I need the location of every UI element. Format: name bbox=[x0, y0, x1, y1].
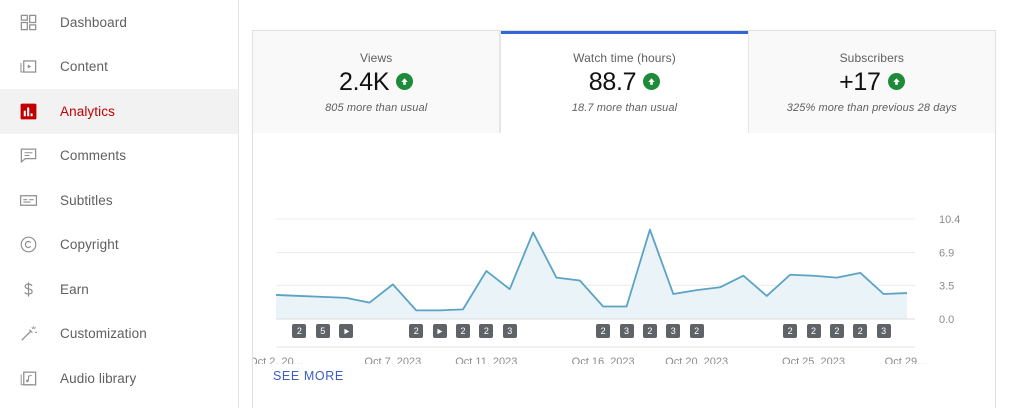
y-axis-tick: 6.9 bbox=[939, 248, 954, 260]
content-play-icon bbox=[16, 55, 40, 79]
metric-subtext: 325% more than previous 28 days bbox=[786, 101, 957, 114]
y-axis-tick: 0.0 bbox=[939, 314, 954, 326]
sidebar-item-content[interactable]: Content bbox=[0, 45, 238, 90]
video-count-badge[interactable]: 2 bbox=[689, 324, 704, 338]
sidebar-item-label: Copyright bbox=[60, 237, 119, 253]
watch-time-chart: 0.0 3.5 6.9 10.4 Oct 2, 20... Oct 7, 2023 Oct … bbox=[253, 134, 995, 364]
arrow-up-icon bbox=[643, 73, 661, 90]
sidebar-item-copyright[interactable]: Copyright bbox=[0, 223, 238, 268]
metric-value: 2.4K bbox=[339, 67, 390, 96]
metric-subtext: 18.7 more than usual bbox=[571, 101, 678, 114]
metric-value-row: +17 bbox=[839, 67, 905, 97]
tab-subscribers[interactable]: Subscribers +17 325% more than previous … bbox=[748, 31, 995, 133]
video-count-badge[interactable]: 2 bbox=[806, 324, 821, 338]
metric-value: 88.7 bbox=[588, 67, 637, 96]
video-count-badge[interactable]: 2 bbox=[642, 324, 657, 338]
sidebar-item-label: Subtitles bbox=[60, 192, 113, 208]
copyright-icon bbox=[16, 233, 40, 257]
dashboard-icon bbox=[16, 10, 40, 34]
video-count-badge[interactable]: 3 bbox=[666, 324, 681, 338]
analytics-overview-card: Views 2.4K 805 more than usual Watch tim… bbox=[252, 30, 996, 408]
video-count-badge[interactable]: 2 bbox=[479, 324, 494, 338]
tab-watch-time[interactable]: Watch time (hours) 88.7 18.7 more than u… bbox=[500, 31, 749, 133]
video-count-badge[interactable]: 5 bbox=[315, 324, 330, 338]
video-count-badge[interactable]: 2 bbox=[596, 324, 611, 338]
video-count-badge[interactable]: 3 bbox=[619, 324, 634, 338]
audio-note-icon bbox=[16, 366, 40, 390]
video-count-badge[interactable]: 2 bbox=[829, 324, 844, 338]
metric-title: Views bbox=[360, 50, 393, 65]
sidebar-item-customization[interactable]: Customization bbox=[0, 312, 238, 357]
x-axis-tick: Oct 16, 2023 bbox=[572, 356, 635, 364]
video-count-badge[interactable]: 3 bbox=[876, 324, 891, 338]
sidebar-item-dashboard[interactable]: Dashboard bbox=[0, 0, 238, 45]
metric-value: +17 bbox=[839, 67, 881, 96]
sidebar-item-label: Dashboard bbox=[60, 14, 127, 30]
sidebar-nav: Dashboard Content Analytics bbox=[0, 0, 239, 408]
sidebar-item-label: Audio library bbox=[60, 370, 137, 386]
video-count-badge[interactable]: 3 bbox=[502, 324, 517, 338]
see-more-link[interactable]: SEE MORE bbox=[273, 369, 344, 383]
magic-wand-icon bbox=[16, 322, 40, 346]
chart-svg[interactable]: 0.0 3.5 6.9 10.4 Oct 2, 20... Oct 7, 2023 Oct … bbox=[253, 134, 997, 364]
sidebar-item-comments[interactable]: Comments bbox=[0, 134, 238, 179]
video-count-badge[interactable]: 2 bbox=[853, 324, 868, 338]
metric-value-row: 2.4K bbox=[339, 67, 414, 97]
metric-title: Subscribers bbox=[839, 50, 905, 65]
x-axis-tick: Oct 7, 2023 bbox=[364, 356, 421, 364]
arrow-up-icon bbox=[396, 73, 414, 90]
metric-subtext: 805 more than usual bbox=[325, 101, 428, 114]
subtitles-icon bbox=[16, 188, 40, 212]
video-count-badge[interactable]: 2 bbox=[409, 324, 424, 338]
metric-value-row: 88.7 bbox=[588, 67, 661, 97]
x-axis-tick: Oct 2, 20... bbox=[253, 356, 303, 364]
sidebar-item-analytics[interactable]: Analytics bbox=[0, 89, 238, 134]
sidebar-item-audio-library[interactable]: Audio library bbox=[0, 356, 238, 401]
sidebar-item-label: Earn bbox=[60, 281, 89, 297]
x-axis-tick: Oct 25, 2023 bbox=[782, 356, 845, 364]
x-axis-tick: Oct 29,... bbox=[885, 356, 930, 364]
comments-icon bbox=[16, 144, 40, 168]
sidebar-item-earn[interactable]: Earn bbox=[0, 267, 238, 312]
video-count-badge[interactable]: 2 bbox=[783, 324, 798, 338]
sidebar-item-subtitles[interactable]: Subtitles bbox=[0, 178, 238, 223]
y-axis-tick: 10.4 bbox=[939, 214, 960, 226]
video-count-badge[interactable]: 2 bbox=[455, 324, 470, 338]
sidebar-item-label: Customization bbox=[60, 326, 147, 342]
video-play-badge[interactable] bbox=[432, 324, 447, 338]
dollar-icon bbox=[16, 277, 40, 301]
video-count-badge[interactable]: 2 bbox=[292, 324, 307, 338]
sidebar-item-label: Content bbox=[60, 59, 108, 75]
x-axis-tick: Oct 11, 2023 bbox=[455, 356, 517, 364]
metric-title: Watch time (hours) bbox=[573, 50, 676, 65]
video-play-badge[interactable] bbox=[339, 324, 354, 338]
sidebar-item-label: Analytics bbox=[60, 103, 115, 119]
y-axis-tick: 3.5 bbox=[939, 280, 954, 292]
tab-views[interactable]: Views 2.4K 805 more than usual bbox=[253, 31, 501, 133]
x-axis-tick: Oct 20, 2023 bbox=[665, 356, 728, 364]
sidebar-item-label: Comments bbox=[60, 148, 127, 164]
metric-tabs: Views 2.4K 805 more than usual Watch tim… bbox=[253, 31, 995, 133]
main-content: Views 2.4K 805 more than usual Watch tim… bbox=[240, 0, 1024, 408]
analytics-bar-icon bbox=[16, 99, 40, 123]
arrow-up-icon bbox=[887, 73, 905, 90]
